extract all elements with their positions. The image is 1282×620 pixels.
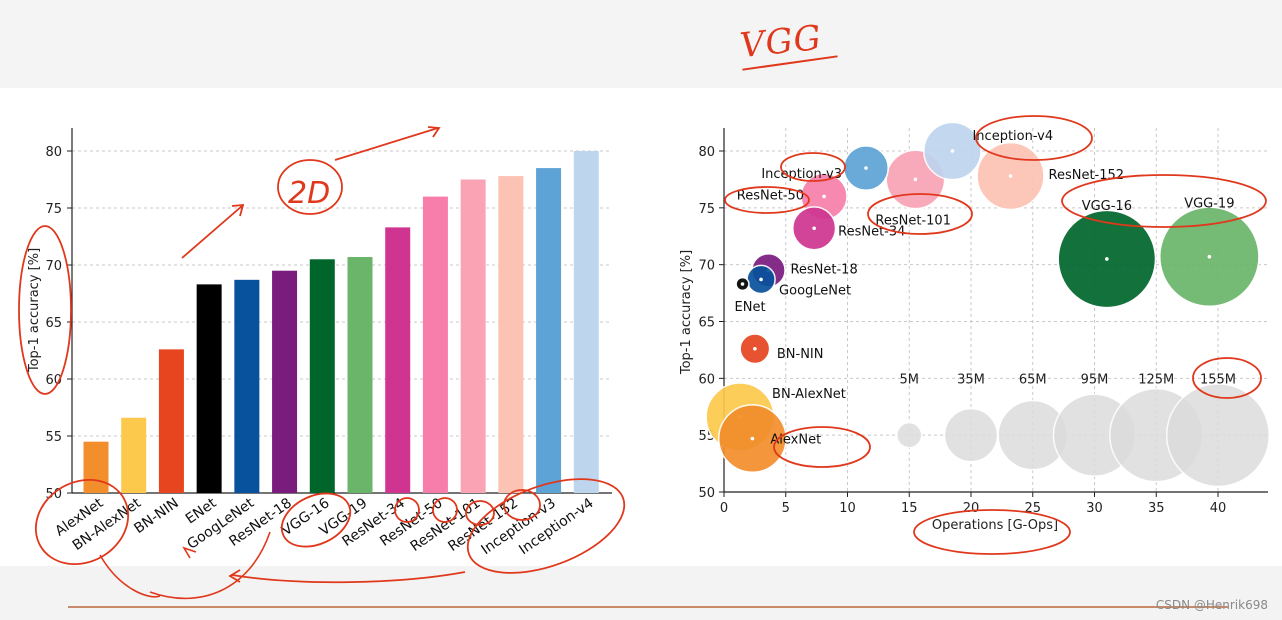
- handwritten-circle: [394, 497, 420, 523]
- size-legend-bubble: [943, 407, 999, 463]
- point-label: ResNet-101: [875, 213, 951, 228]
- handwritten-circle: [280, 492, 352, 548]
- point-label: Inception-v4: [972, 129, 1053, 144]
- point-label: BN-AlexNet: [772, 387, 846, 402]
- size-legend-label: 95M: [1081, 372, 1109, 387]
- handwritten-circle: [773, 426, 871, 468]
- x-axis-label: Operations [G-Ops]: [932, 518, 1058, 533]
- point-label: AlexNet: [770, 433, 821, 448]
- y-tick-label: 75: [698, 202, 715, 217]
- point-label: ResNet-152: [1049, 168, 1125, 183]
- handwritten-circle: [975, 115, 1093, 161]
- y-tick-label: 70: [698, 259, 715, 274]
- handwritten-circle: [34, 478, 130, 566]
- size-legend-bubble: [1165, 383, 1271, 488]
- x-tick-label: 30: [1086, 501, 1103, 516]
- bubble-center-dot: [812, 226, 816, 231]
- bubble-center-dot: [1207, 254, 1212, 259]
- bar: [83, 441, 109, 493]
- x-tick-label: 35: [1148, 501, 1165, 516]
- point-label: ENet: [735, 300, 766, 315]
- bar: [460, 179, 486, 493]
- y-tick-label: 60: [698, 372, 715, 387]
- bar: [158, 349, 184, 493]
- bar: [196, 284, 222, 493]
- point-label: VGG-16: [1082, 199, 1132, 214]
- slide-top-band: [0, 0, 1282, 88]
- y-tick-label: 75: [45, 202, 62, 217]
- handwritten-circle: [18, 225, 72, 395]
- point-label: ResNet-50: [737, 188, 804, 203]
- handwritten-arrow: [182, 546, 197, 559]
- y-tick-label: 50: [698, 486, 715, 501]
- handwritten-arrow: [334, 126, 441, 161]
- bubble-center-dot: [750, 436, 755, 441]
- handwritten-circle: [913, 509, 1071, 555]
- handwritten-circle: [503, 489, 541, 521]
- point-label: GoogLeNet: [779, 283, 851, 298]
- handwritten-circle: [780, 152, 846, 182]
- bubble-center-dot: [913, 177, 918, 182]
- x-tick-label: 40: [1210, 501, 1227, 516]
- x-tick-label: 5: [782, 501, 790, 516]
- x-tick-label: 0: [720, 501, 728, 516]
- handwritten-circle: [1061, 174, 1267, 228]
- y-tick-label: 65: [45, 316, 62, 331]
- handwritten-circle: [1192, 357, 1262, 399]
- bar: [498, 176, 524, 493]
- size-legend-label: 155M: [1200, 372, 1236, 387]
- x-tick-label: 10: [839, 501, 856, 516]
- bubble-center-dot: [950, 149, 955, 153]
- bar: [573, 151, 599, 493]
- bar: [121, 417, 147, 493]
- handwritten-stroke: [99, 531, 271, 600]
- bubble-center-dot: [740, 282, 745, 286]
- y-tick-label: 55: [45, 430, 62, 445]
- handwritten-circle: [466, 478, 626, 574]
- bar: [422, 196, 448, 493]
- y-tick-label: 65: [698, 316, 715, 331]
- point-label: ResNet-18: [790, 262, 857, 277]
- y-axis-label: Top-1 accuracy [%]: [679, 250, 694, 375]
- bubble-center-dot: [822, 194, 826, 199]
- y-tick-label: 80: [45, 145, 62, 160]
- bar: [272, 270, 298, 493]
- bar: [309, 259, 335, 493]
- y-axis-label: Top-1 accuracy [%]: [27, 248, 42, 373]
- watermark: CSDN @Henrik698: [1155, 598, 1268, 612]
- point-label: BN-NIN: [777, 347, 824, 362]
- slide-divider: [68, 606, 1228, 608]
- point-label: ResNet-34: [838, 224, 905, 239]
- bar: [347, 257, 373, 493]
- bar: [234, 279, 260, 493]
- handwritten-arrow: [181, 203, 245, 259]
- handwritten-circle: [432, 497, 458, 523]
- size-legend-label: 35M: [957, 372, 985, 387]
- bubble-center-dot: [753, 346, 757, 351]
- handwritten-circle: [724, 186, 810, 214]
- bar: [385, 227, 411, 493]
- size-legend-label: 5M: [900, 372, 920, 387]
- bubble-center-dot: [1008, 174, 1013, 178]
- bar: [536, 168, 562, 493]
- bubble-center-dot: [1105, 257, 1109, 261]
- handwritten-note: 2D: [288, 176, 330, 211]
- size-legend-label: 65M: [1019, 372, 1047, 387]
- size-legend-bubble: [896, 421, 923, 449]
- size-legend-label: 125M: [1138, 372, 1174, 387]
- bubble-center-dot: [759, 277, 763, 282]
- x-tick-label: 15: [901, 501, 918, 516]
- y-tick-label: 80: [698, 145, 715, 160]
- handwritten-circle: [465, 500, 495, 526]
- handwritten-arrow: [228, 569, 466, 584]
- bubble-center-dot: [864, 166, 868, 170]
- x-tick-label: 20: [963, 501, 980, 516]
- handwritten-circle: [277, 159, 343, 215]
- handwritten-circle: [867, 193, 973, 235]
- y-tick-label: 70: [45, 259, 62, 274]
- point-label: VGG-19: [1184, 197, 1234, 212]
